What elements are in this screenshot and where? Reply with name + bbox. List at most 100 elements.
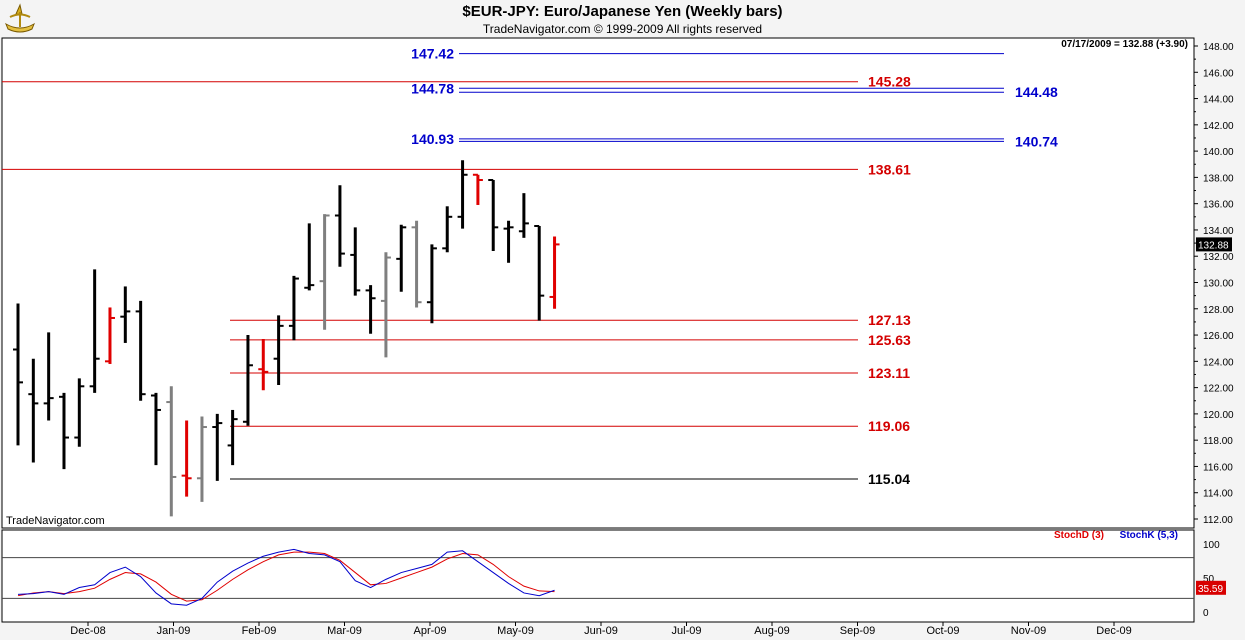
ohlc-bar [273,315,284,385]
stochastic-panel: 0 50 100 StochD (3) StochK (5,3) 35.59 [2,530,1226,619]
ohlc-bar [350,227,361,296]
level-label: 140.74 [1015,133,1058,149]
ohlc-bar [43,332,54,421]
ohlc-bar [518,193,529,238]
chart-title: $EUR-JPY: Euro/Japanese Yen (Weekly bars… [462,3,783,20]
ohlc-bar [258,338,269,391]
last-value-note: 07/17/2009 = 132.88 (+3.90) [1061,39,1188,50]
ohlc-bar [227,409,238,466]
ohlc-bar [365,285,376,334]
y-tick-label: 140.00 [1203,147,1234,158]
x-tick-label: Oct-09 [926,625,959,637]
y-tick-label: 112.00 [1203,515,1233,526]
ohlc-bar [13,303,23,446]
last-price-box [1196,237,1232,252]
y-tick-label: 124.00 [1203,357,1234,368]
level-label: 125.63 [868,332,911,348]
trade-navigator-logo-icon [2,2,38,36]
ohlc-bar [288,275,299,341]
stochastic-plot-area [1,529,1195,623]
x-tick-label: Jul-09 [672,625,702,637]
x-tick-label: Jun-09 [584,625,618,637]
level-label: 123.11 [868,365,910,381]
x-tick-label: Nov-09 [1011,625,1046,637]
level-label: 144.78 [411,80,454,96]
level-label: 140.93 [411,131,454,147]
ohlc-bar [166,386,177,517]
y-tick-label: 144.00 [1203,95,1234,106]
level-lines: 147.42 145.28 144.78 144.48 140.93 140.74 138.… [2,46,1058,487]
ohlc-bar [150,392,161,466]
x-tick-label: Dec-08 [70,625,105,637]
level-label: 115.04 [868,471,910,487]
y-tick-label: 116.00 [1203,462,1233,473]
x-tick-label: Aug-09 [754,625,789,637]
ohlc-bar [28,358,39,463]
ohlc-bar [411,220,422,308]
level-label: 144.48 [1015,84,1058,100]
level-label: 138.61 [868,161,911,177]
ohlc-bar [396,224,407,292]
date-x-axis: Dec-08 Jan-09 Feb-09 Mar-09 Apr-09 May-09 Jun-… [70,622,1132,637]
y-tick-label: 128.00 [1203,305,1234,316]
ohlc-bar [304,223,315,291]
ohlc-bar [242,335,253,426]
y-tick-label: 134.00 [1203,226,1234,237]
y-tick-label: 136.00 [1203,200,1234,211]
y-tick-label: 138.00 [1203,173,1234,184]
x-tick-label: Apr-09 [413,625,446,637]
ohlc-bar [196,416,207,502]
stoch-y-tick-label: 50 [1203,574,1215,585]
stoch-last-value-box [1196,580,1226,595]
x-tick-label: Mar-09 [327,625,362,637]
ohlc-bar [58,392,69,470]
ohlc-bar [89,269,100,393]
stoch-y-tick-label: 0 [1203,608,1209,619]
price-plot-area [1,37,1195,529]
ohlc-bar [426,244,437,324]
ohlc-bar [472,173,483,205]
ohlc-bar [380,252,391,358]
y-tick-label: 130.00 [1203,279,1234,290]
level-label: 127.13 [868,312,911,328]
y-tick-label: 114.00 [1203,489,1233,500]
x-tick-label: Jan-09 [157,625,191,637]
chart-subtitle: TradeNavigator.com © 1999-2009 All right… [482,22,763,36]
ohlc-bar [534,225,545,321]
ohlc-bar [212,413,223,481]
ohlc-bar [104,307,115,364]
y-tick-label: 146.00 [1203,68,1234,79]
x-tick-label: Sep-09 [840,625,875,637]
legend-stochk: StochK (5,3) [1120,530,1178,541]
stoch-series-line [17,548,555,606]
x-tick-label: May-09 [497,625,534,637]
x-tick-label: Dec-09 [1096,625,1131,637]
y-tick-label: 132.00 [1203,252,1234,263]
y-tick-label: 126.00 [1203,331,1234,342]
legend-stochd: StochD (3) [1054,530,1104,541]
level-label: 119.06 [868,418,910,434]
ohlc-bar [181,420,192,497]
ohlc-bar [334,185,345,267]
level-label: 147.42 [411,46,454,62]
y-tick-label: 122.00 [1203,384,1234,395]
ohlc-bars [13,160,560,517]
stoch-last-value-label: 35.59 [1198,584,1223,595]
price-y-axis: 112.00 114.00 116.00 118.00 120.00 122.00 124.… [1194,42,1234,526]
stoch-series-line [17,551,555,602]
y-tick-label: 148.00 [1203,42,1234,53]
level-label: 145.28 [868,74,911,90]
ohlc-bar [488,179,499,251]
ohlc-bar [549,236,560,309]
ohlc-bar [120,286,131,343]
y-tick-label: 120.00 [1203,410,1234,421]
stoch-y-tick-label: 100 [1203,540,1220,551]
ohlc-bar [319,214,330,330]
y-tick-label: 142.00 [1203,121,1234,132]
ohlc-bar [457,160,468,229]
ohlc-bar [74,378,85,447]
ohlc-bar [503,220,514,263]
watermark: TradeNavigator.com [6,515,105,527]
